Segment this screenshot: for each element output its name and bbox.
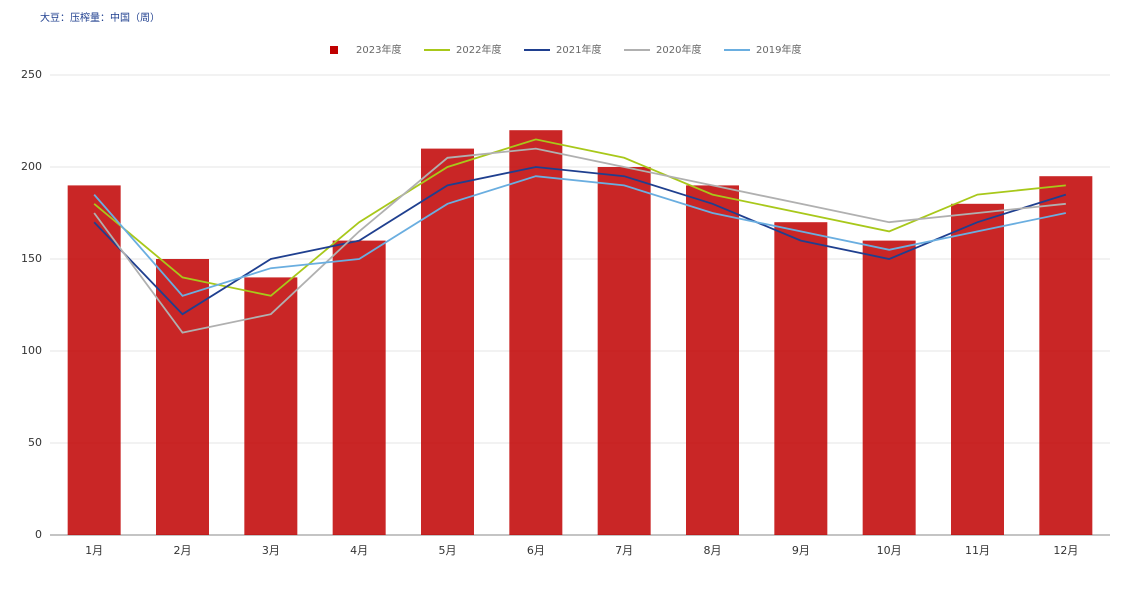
x-tick-label: 4月 [350,544,368,557]
bar [509,130,563,535]
x-tick-label: 6月 [527,544,545,557]
bar [686,185,739,535]
bar [774,222,828,535]
legend-label: 2019年度 [756,43,801,56]
x-tick-label: 2月 [174,544,192,557]
bar [332,240,386,535]
line-series [93,138,1066,297]
chart-title: 大豆：压榨量：中国（周） [40,11,160,24]
bar [597,167,651,535]
legend-label: 2022年度 [456,43,501,56]
x-tick-label: 3月 [262,544,280,557]
line-series [93,147,1066,334]
x-tick-label: 9月 [792,544,810,557]
bar [951,203,1004,536]
bar [1039,176,1093,535]
bar [156,259,209,535]
x-tick-label: 8月 [704,544,722,557]
bar [862,240,916,535]
legend-label: 2023年度 [356,43,401,56]
x-tick-label: 12月 [1053,544,1078,557]
y-tick-label: 150 [21,252,42,265]
line-series [93,175,1067,297]
y-tick-label: 250 [21,68,42,81]
x-tick-label: 7月 [615,544,633,557]
y-tick-label: 50 [28,436,42,449]
line-series [93,166,1067,316]
x-tick-label: 1月 [85,544,103,557]
y-tick-label: 0 [35,528,42,541]
legend-swatch [330,46,338,54]
bar [67,185,121,535]
y-tick-label: 100 [21,344,42,357]
x-tick-label: 11月 [965,544,990,557]
x-tick-label: 10月 [877,544,902,557]
x-tick-label: 5月 [439,544,457,557]
legend-label: 2020年度 [656,43,701,56]
legend-label: 2021年度 [556,43,601,56]
bar [244,277,298,535]
y-tick-label: 200 [21,160,42,173]
bar [421,148,474,535]
